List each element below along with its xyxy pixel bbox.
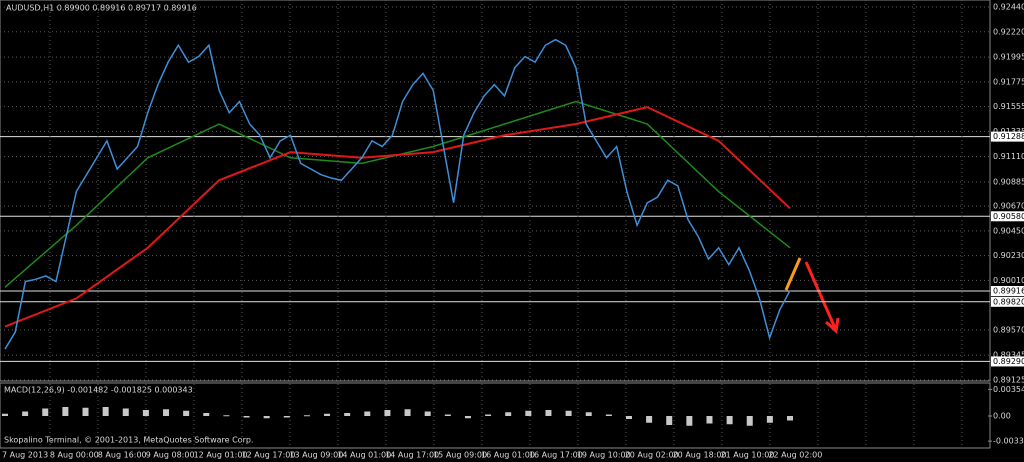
- level-label: 0.89820: [993, 297, 1024, 306]
- level-label-box: [991, 285, 1024, 296]
- macd-bar: [142, 410, 149, 416]
- level-label-box: [991, 356, 1024, 367]
- macd-bar: [203, 413, 210, 416]
- macd-bar: [62, 407, 69, 416]
- level-label-box: [991, 296, 1024, 307]
- time-label: 8 Aug 00:00: [50, 451, 99, 460]
- price-tick-label: 0.89125: [993, 376, 1024, 385]
- macd-bar: [625, 416, 632, 419]
- macd-bar: [666, 416, 673, 425]
- price-line: [4, 38, 791, 350]
- macd-bar: [2, 413, 8, 416]
- macd-tick-label: -0.003353: [993, 437, 1024, 446]
- macd-bar: [122, 408, 129, 416]
- forecast-down-arrow: [804, 261, 840, 334]
- time-label: 15 Aug 09:00: [433, 451, 487, 460]
- price-tick-label: 0.91995: [993, 53, 1024, 62]
- macd-bar: [605, 414, 612, 416]
- time-label: 12 Aug 01:00: [194, 451, 248, 460]
- price-tick-label: 0.91335: [993, 127, 1024, 136]
- price-tick-label: 0.91775: [993, 77, 1024, 86]
- copyright: Skopalino Terminal, © 2001-2013, MetaQuo…: [4, 436, 253, 445]
- time-label: 20 Aug 18:00: [673, 451, 727, 460]
- ma_fast-line: [4, 100, 791, 288]
- time-label: 14 Aug 17:00: [385, 451, 439, 460]
- macd-bar: [183, 410, 190, 416]
- main-frame: [0, 0, 991, 382]
- macd-bar: [102, 407, 109, 416]
- macd-bar: [746, 416, 753, 426]
- macd-bar: [525, 410, 532, 416]
- price-tick-label: 0.92440: [993, 3, 1024, 12]
- time-label: 9 Aug 08:00: [146, 451, 195, 460]
- time-label: 22 Aug 02:00: [768, 451, 822, 460]
- macd-bar: [42, 408, 49, 416]
- level-label-box: [991, 131, 1024, 142]
- macd-bar: [565, 410, 572, 416]
- macd-bar: [82, 407, 89, 416]
- macd-bar: [766, 416, 773, 423]
- level-label: 0.89290: [993, 357, 1024, 366]
- price-tick-label: 0.90010: [993, 276, 1024, 285]
- macd-bar: [243, 416, 250, 418]
- time-label: 7 Aug 2013: [2, 451, 48, 460]
- price-tick-label: 0.90450: [993, 226, 1024, 235]
- price-tick-label: 0.90230: [993, 251, 1024, 260]
- level-label-box: [991, 211, 1024, 222]
- time-label: 19 Aug 10:00: [577, 451, 631, 460]
- time-label: 12 Aug 17:00: [242, 451, 296, 460]
- forecast-up-arrow: [784, 257, 802, 291]
- macd-bar: [726, 416, 733, 425]
- level-label: 0.89916: [993, 286, 1024, 295]
- price-tick-label: 0.91555: [993, 102, 1024, 111]
- macd-label: MACD(12,26,9) -0.001482 -0.001825 0.0003…: [4, 386, 193, 395]
- time-label: 13 Aug 09:00: [289, 451, 343, 460]
- macd-bar: [283, 416, 290, 418]
- price-tick-label: 0.92220: [993, 27, 1024, 36]
- ma_slow-line: [4, 106, 791, 328]
- macd-bar: [444, 414, 451, 416]
- macd-bar: [223, 415, 230, 417]
- price-tick-label: 0.89570: [993, 325, 1024, 334]
- price-tick-label: 0.91110: [993, 152, 1024, 161]
- macd-bar: [344, 413, 351, 416]
- macd-bar: [163, 409, 170, 416]
- macd-bar: [364, 411, 371, 416]
- macd-bar: [424, 411, 431, 416]
- macd-tick-label: 0.003547: [993, 385, 1024, 394]
- time-label: 14 Aug 01:00: [337, 451, 391, 460]
- macd-bar: [505, 412, 512, 416]
- macd-bar: [22, 411, 29, 416]
- macd-bar: [686, 416, 693, 426]
- macd-bar: [384, 410, 391, 416]
- price-tick-label: 0.90885: [993, 177, 1024, 186]
- macd-bar: [585, 412, 592, 416]
- time-label: 16 Aug 17:00: [529, 451, 583, 460]
- macd-bar: [324, 413, 331, 416]
- price-tick-label: 0.90670: [993, 202, 1024, 211]
- time-label: 20 Aug 02:00: [625, 451, 679, 460]
- macd-bar: [545, 410, 552, 416]
- macd-bar: [303, 415, 310, 417]
- macd-bar: [646, 416, 653, 423]
- time-label: 8 Aug 16:00: [98, 451, 147, 460]
- symbol-info: AUDUSD,H1 0.89900 0.89916 0.89717 0.8991…: [6, 4, 197, 13]
- macd-bar: [787, 416, 793, 421]
- level-label: 0.91288: [993, 132, 1024, 141]
- macd-bar: [706, 416, 713, 424]
- price-tick-label: 0.89345: [993, 351, 1024, 360]
- macd-bar: [464, 416, 471, 419]
- level-label: 0.90580: [993, 212, 1024, 221]
- macd-bar: [404, 409, 411, 416]
- macd-tick-label: 0.00: [993, 412, 1011, 421]
- macd-bar: [263, 416, 270, 419]
- time-label: 21 Aug 10:00: [721, 451, 775, 460]
- macd-bar: [485, 414, 492, 416]
- time-label: 16 Aug 01:00: [481, 451, 535, 460]
